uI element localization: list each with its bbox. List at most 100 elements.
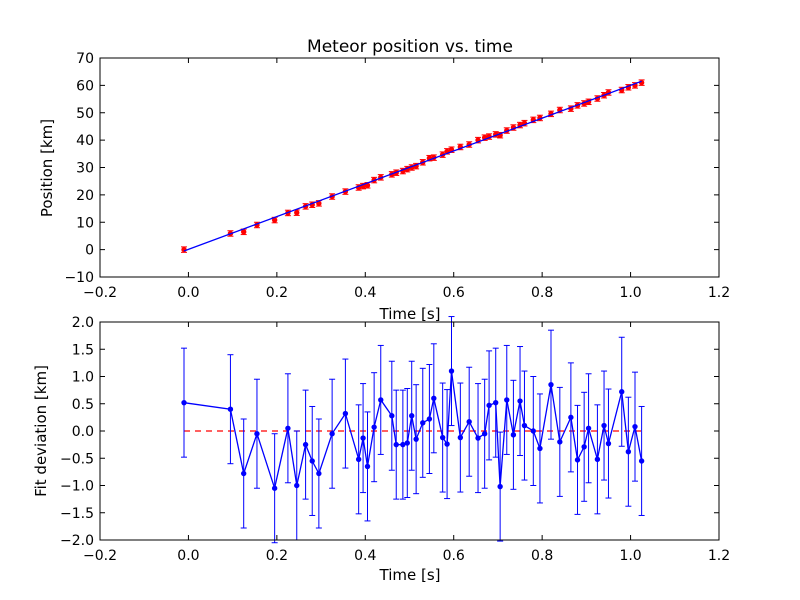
bottom-data-point	[625, 449, 632, 455]
bottom-data-point	[371, 424, 377, 430]
top-chart-title: Meteor position vs. time	[307, 37, 513, 57]
bottom-data-point	[517, 398, 523, 404]
top-y-tick-label: 50	[76, 106, 94, 122]
top-y-tick-label: 30	[76, 161, 94, 177]
bottom-data-point	[510, 432, 517, 438]
bottom-data-point	[181, 399, 187, 406]
bottom-data-point	[537, 445, 543, 452]
bottom-y-axis-label: Fit deviation [km]	[32, 365, 50, 497]
bottom-data-point	[360, 435, 366, 441]
bottom-data-point	[393, 441, 399, 448]
bottom-data-point	[504, 397, 510, 403]
bottom-data-point	[530, 428, 536, 434]
bottom-y-tick-label: −0.5	[60, 451, 94, 467]
bottom-x-tick-label: 0.2	[266, 548, 288, 564]
bottom-ticks: −0.2 0.0 0.2 0.4 0.6 0.8 1.0 1.2 −2.0 −1.5 −1.0 −0.…	[60, 315, 730, 564]
bottom-y-tick-label: −2.0	[60, 533, 94, 549]
top-x-tick-label: 1.2	[708, 285, 730, 301]
bottom-data-point	[486, 402, 492, 409]
bottom-data-point	[521, 422, 528, 429]
top-data-point	[294, 209, 300, 216]
bottom-y-tick-label: 1.5	[72, 342, 94, 358]
bottom-data-point	[389, 413, 395, 419]
bottom-data-point	[605, 440, 612, 447]
top-x-tick-label: 0.2	[266, 285, 288, 301]
bottom-data-point	[439, 434, 446, 441]
top-chart: Meteor position vs. time −0.2 0.0 0.2 0.4 0.…	[38, 37, 730, 323]
bottom-data-point	[594, 456, 601, 463]
bottom-y-tick-label: 1.0	[72, 370, 94, 386]
top-y-tick-label: −10	[64, 270, 94, 286]
bottom-data-point	[638, 458, 645, 464]
bottom-data-point	[444, 441, 450, 447]
bottom-data-point	[329, 431, 335, 437]
top-data-point	[240, 229, 247, 235]
bottom-data-point	[601, 422, 607, 429]
bottom-data-point	[497, 483, 503, 490]
bottom-data-point	[409, 413, 415, 419]
bottom-x-tick-label: −0.2	[83, 548, 117, 564]
bottom-data-point	[619, 389, 625, 395]
top-y-tick-label: 20	[76, 188, 94, 204]
top-data-point	[638, 79, 645, 86]
bottom-x-tick-label: 0.0	[177, 548, 199, 564]
bottom-data-point	[302, 441, 309, 448]
bottom-data-point	[493, 399, 499, 406]
bottom-data-point	[413, 436, 419, 442]
bottom-data-point	[271, 485, 278, 491]
bottom-data-point	[585, 425, 592, 431]
top-y-tick-label: 70	[76, 51, 94, 67]
bottom-x-tick-label: 0.8	[531, 548, 553, 564]
bottom-data-point	[557, 439, 563, 445]
bottom-x-axis-label: Time [s]	[379, 566, 441, 584]
top-plot-area	[181, 79, 645, 253]
bottom-data-point	[632, 423, 638, 430]
bottom-data-point	[420, 420, 426, 426]
top-x-axis-label: Time [s]	[379, 305, 441, 323]
bottom-data-point	[285, 425, 291, 431]
bottom-data-point	[548, 381, 554, 388]
bottom-data-point	[378, 397, 384, 403]
bottom-data-point	[309, 458, 315, 464]
bottom-chart: −0.2 0.0 0.2 0.4 0.6 0.8 1.0 1.2 −2.0 −1.5 −1.0 −0.…	[32, 315, 730, 584]
bottom-data-point	[574, 457, 581, 463]
bottom-y-tick-label: 0.5	[72, 397, 94, 413]
bottom-data-point	[240, 470, 247, 477]
bottom-data-point	[466, 419, 472, 425]
bottom-data-point	[316, 470, 322, 477]
bottom-x-tick-label: 0.6	[443, 548, 465, 564]
top-y-tick-label: 40	[76, 133, 94, 149]
top-y-tick-label: 60	[76, 78, 94, 94]
top-x-tick-label: 0.8	[531, 285, 553, 301]
bottom-data-point	[227, 406, 234, 412]
bottom-x-tick-label: 0.4	[354, 548, 376, 564]
bottom-data-point	[342, 410, 349, 417]
bottom-x-tick-label: 1.0	[619, 548, 641, 564]
bottom-data-point	[431, 395, 437, 401]
top-data-point	[181, 246, 187, 253]
bottom-data-point	[568, 414, 574, 421]
bottom-y-tick-label: 0.0	[72, 424, 94, 440]
top-x-tick-label: 0.6	[443, 285, 465, 301]
bottom-data-point	[457, 434, 464, 441]
top-x-tick-label: 0.4	[354, 285, 376, 301]
bottom-data-point	[355, 456, 362, 463]
bottom-data-point	[448, 368, 455, 374]
top-y-tick-label: 10	[76, 215, 94, 231]
bottom-y-tick-label: −1.0	[60, 479, 94, 495]
bottom-x-tick-label: 1.2	[708, 548, 730, 564]
bottom-y-tick-label: 2.0	[72, 315, 94, 331]
top-y-axis-label: Position [km]	[38, 119, 56, 217]
bottom-y-tick-label: −1.5	[60, 506, 94, 522]
top-fit-line	[183, 80, 642, 252]
bottom-data-point	[481, 431, 488, 437]
top-y-tick-label: 0	[85, 243, 94, 259]
bottom-data-point	[475, 435, 481, 441]
bottom-data-point	[404, 440, 410, 446]
bottom-data-point	[254, 431, 260, 437]
bottom-data-point	[426, 416, 433, 422]
bottom-data-point	[364, 463, 371, 470]
bottom-data-point	[581, 444, 587, 450]
